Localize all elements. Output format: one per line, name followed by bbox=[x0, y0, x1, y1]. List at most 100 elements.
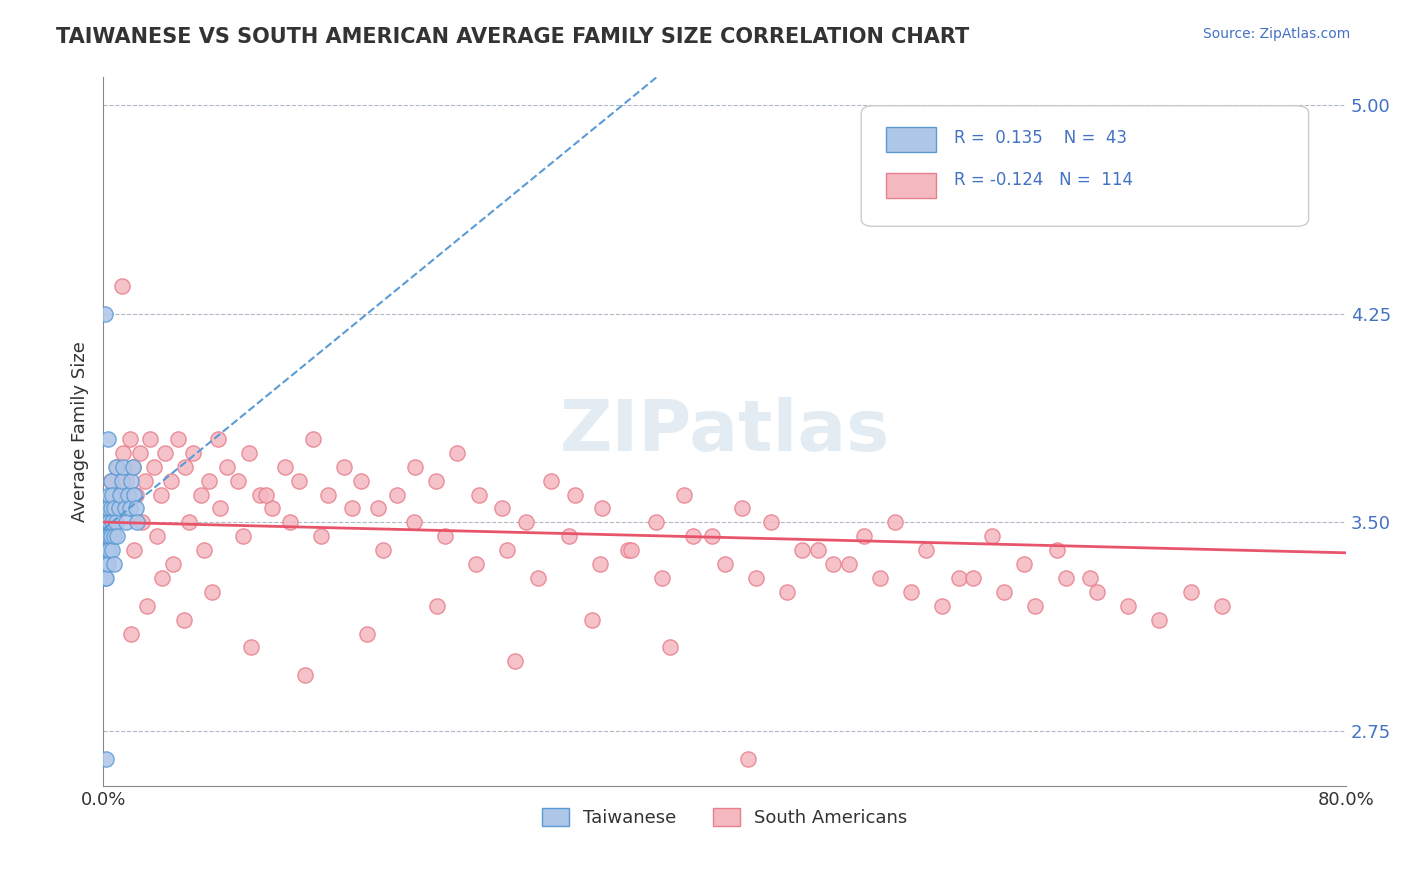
Point bbox=[558, 529, 581, 543]
Bar bbox=[886, 173, 936, 198]
Point bbox=[962, 571, 984, 585]
Point bbox=[121, 459, 143, 474]
Point bbox=[105, 459, 128, 474]
Point bbox=[980, 529, 1002, 543]
Point bbox=[98, 516, 121, 530]
Point bbox=[232, 529, 254, 543]
Point bbox=[97, 529, 120, 543]
Point bbox=[112, 459, 135, 474]
Point bbox=[226, 474, 249, 488]
Point bbox=[129, 446, 152, 460]
Point bbox=[98, 529, 121, 543]
Point bbox=[110, 487, 132, 501]
Point bbox=[645, 516, 668, 530]
Point bbox=[96, 543, 118, 558]
Point bbox=[103, 501, 125, 516]
Point bbox=[730, 501, 752, 516]
Point bbox=[651, 571, 673, 585]
Point bbox=[700, 529, 723, 543]
Point bbox=[884, 516, 907, 530]
Point bbox=[138, 432, 160, 446]
Point bbox=[262, 501, 284, 516]
Point bbox=[385, 487, 408, 501]
Point bbox=[103, 529, 125, 543]
Point bbox=[254, 487, 277, 501]
Point bbox=[673, 487, 696, 501]
Point bbox=[201, 584, 224, 599]
Point bbox=[96, 516, 118, 530]
Point bbox=[340, 501, 363, 516]
Point bbox=[181, 446, 204, 460]
Point bbox=[101, 543, 124, 558]
Point bbox=[122, 543, 145, 558]
Point bbox=[101, 516, 124, 530]
Point bbox=[333, 459, 356, 474]
Point bbox=[121, 459, 143, 474]
Point bbox=[249, 487, 271, 501]
Point bbox=[915, 543, 938, 558]
Point bbox=[100, 474, 122, 488]
Text: R =  0.135    N =  43: R = 0.135 N = 43 bbox=[955, 128, 1128, 146]
Point bbox=[105, 529, 128, 543]
Point bbox=[134, 474, 156, 488]
Point bbox=[759, 516, 782, 530]
Point bbox=[146, 529, 169, 543]
Point bbox=[97, 557, 120, 571]
Point bbox=[1149, 613, 1171, 627]
Point bbox=[96, 557, 118, 571]
Point bbox=[426, 599, 449, 613]
Point bbox=[150, 571, 173, 585]
Point bbox=[1211, 599, 1233, 613]
Point bbox=[155, 446, 177, 460]
Point bbox=[93, 571, 115, 585]
Point bbox=[425, 474, 447, 488]
Point bbox=[1054, 571, 1077, 585]
Point bbox=[1180, 584, 1202, 599]
Point bbox=[104, 459, 127, 474]
Point bbox=[682, 529, 704, 543]
Point bbox=[207, 432, 229, 446]
Point bbox=[93, 307, 115, 321]
Point bbox=[318, 487, 340, 501]
Point bbox=[371, 543, 394, 558]
Point bbox=[294, 668, 316, 682]
Point bbox=[433, 529, 456, 543]
Point bbox=[96, 752, 118, 766]
Point bbox=[97, 543, 120, 558]
Point bbox=[527, 571, 550, 585]
Point bbox=[101, 487, 124, 501]
Point bbox=[111, 279, 134, 293]
Point bbox=[302, 432, 325, 446]
Point bbox=[659, 640, 682, 655]
Point bbox=[1085, 584, 1108, 599]
Point bbox=[190, 487, 212, 501]
Point bbox=[838, 557, 860, 571]
Point bbox=[468, 487, 491, 501]
FancyBboxPatch shape bbox=[862, 106, 1309, 227]
Point bbox=[446, 446, 468, 460]
Point bbox=[591, 501, 613, 516]
Point bbox=[617, 543, 640, 558]
Point bbox=[274, 459, 297, 474]
Point bbox=[900, 584, 922, 599]
Point bbox=[238, 446, 260, 460]
Point bbox=[1024, 599, 1046, 613]
Point bbox=[496, 543, 519, 558]
Point bbox=[367, 501, 389, 516]
Point bbox=[104, 516, 127, 530]
Point bbox=[97, 501, 120, 516]
Point bbox=[278, 516, 301, 530]
Point bbox=[208, 501, 231, 516]
Point bbox=[823, 557, 845, 571]
Point bbox=[288, 474, 311, 488]
Point bbox=[775, 584, 797, 599]
Point bbox=[97, 432, 120, 446]
Point bbox=[100, 474, 122, 488]
Point bbox=[948, 571, 970, 585]
Point bbox=[143, 459, 166, 474]
Point bbox=[309, 529, 332, 543]
Point bbox=[931, 599, 953, 613]
Point bbox=[135, 599, 157, 613]
Point bbox=[515, 516, 537, 530]
Point bbox=[177, 516, 200, 530]
